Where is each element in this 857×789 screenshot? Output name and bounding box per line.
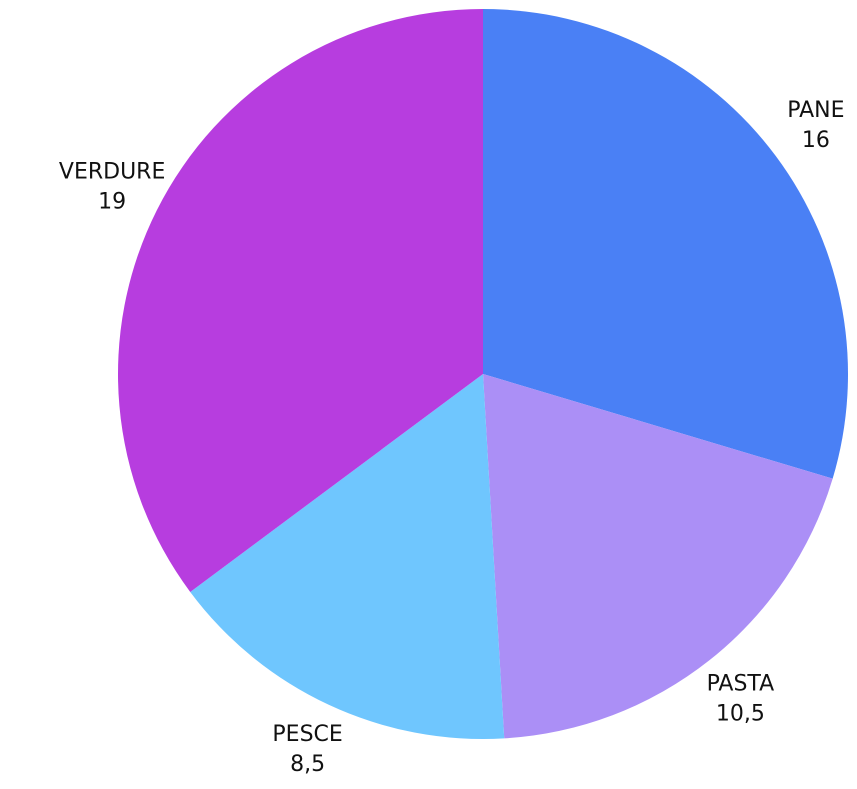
pie-slice <box>190 374 505 739</box>
slice-value: 16 <box>802 128 830 153</box>
slice-label: PESCE <box>272 722 342 747</box>
slice-label: VERDURE <box>59 160 165 185</box>
pie-slice <box>483 374 833 739</box>
pie-slice <box>117 9 484 592</box>
slice-value: 10,5 <box>716 702 765 727</box>
slice-value: 8,5 <box>290 752 325 777</box>
slice-label: PANE <box>787 98 844 123</box>
pie-slice <box>483 9 848 479</box>
slice-value: 19 <box>98 190 126 215</box>
slice-label: PASTA <box>707 672 775 697</box>
